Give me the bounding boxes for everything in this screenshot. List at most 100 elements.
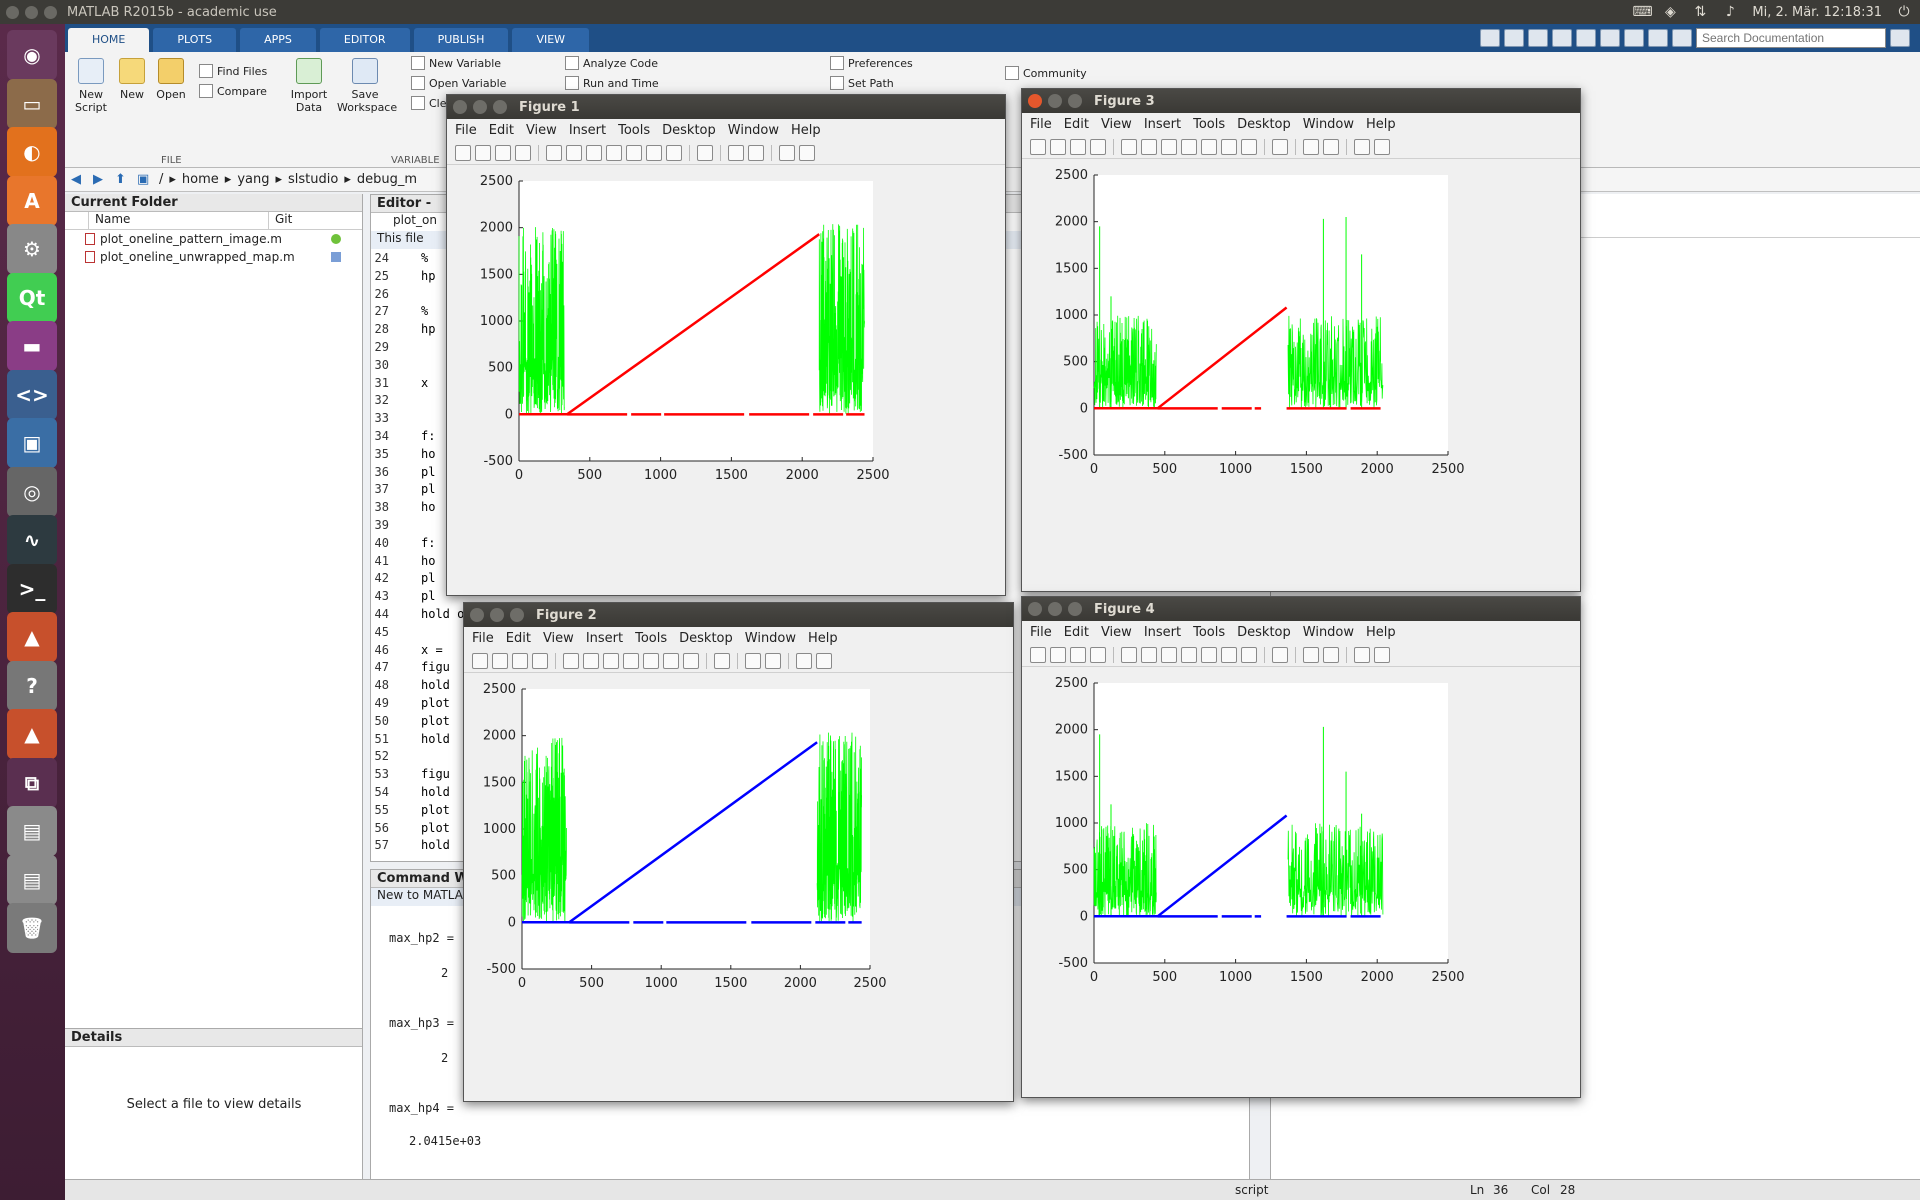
help-icon[interactable] (1672, 29, 1692, 47)
ubuntu-dash-icon[interactable]: ◉ (7, 30, 57, 80)
menu-help[interactable]: Help (1366, 116, 1396, 132)
open-icon[interactable] (1050, 646, 1066, 663)
code-line[interactable]: 25 hp (371, 269, 1919, 283)
save-workspace-button[interactable]: Save Workspace (337, 58, 397, 114)
figure-2-window[interactable]: Figure 2 File Edit View Insert Tools Desktop W… (463, 602, 1014, 1102)
menu-window[interactable]: Window (1302, 624, 1355, 640)
path-slstudio[interactable]: slstudio (288, 172, 339, 187)
data-cursor-icon[interactable] (646, 144, 662, 161)
menu-help[interactable]: Help (808, 630, 838, 646)
menu-desktop[interactable]: Desktop (662, 122, 716, 138)
code-line[interactable]: 46 x = (371, 643, 1919, 657)
undo-icon[interactable] (1600, 29, 1620, 47)
code-line[interactable]: 30 (371, 358, 1919, 372)
code-line[interactable]: 48 hold (371, 678, 1919, 692)
menu-tools[interactable]: Tools (618, 122, 651, 138)
code-line[interactable]: 34 f: (371, 429, 1919, 443)
legend-icon[interactable] (748, 144, 764, 161)
menu-edit[interactable]: Edit (488, 122, 514, 138)
drive-icon[interactable]: ▤ (7, 806, 57, 856)
cut-icon[interactable] (1528, 29, 1548, 47)
link-icon[interactable] (1272, 138, 1288, 155)
maximize-icon[interactable] (1068, 94, 1082, 108)
print-icon[interactable] (532, 652, 548, 669)
code-line[interactable]: 35 ho (371, 447, 1919, 461)
rotate-icon[interactable] (1201, 646, 1217, 663)
code-line[interactable]: 31 x (371, 376, 1919, 390)
hide-plot-tools-icon[interactable] (779, 144, 795, 161)
zoom-in-icon[interactable] (1141, 138, 1157, 155)
menu-view[interactable]: View (525, 122, 557, 138)
drive-icon-2[interactable]: ▤ (7, 854, 57, 905)
hide-plot-tools-icon[interactable] (1354, 646, 1370, 663)
menu-edit[interactable]: Edit (1063, 116, 1089, 132)
figure-4-titlebar[interactable]: Figure 4 (1022, 597, 1580, 621)
show-plot-tools-icon[interactable] (816, 652, 832, 669)
screenshot-icon[interactable]: ▣ (7, 418, 57, 468)
link-icon[interactable] (1272, 646, 1288, 663)
menu-tools[interactable]: Tools (1193, 116, 1226, 132)
print-icon[interactable] (515, 144, 531, 161)
new-figure-icon[interactable] (1030, 646, 1046, 663)
show-plot-tools-icon[interactable] (799, 144, 815, 161)
minimize-icon[interactable] (473, 100, 487, 114)
rotate-icon[interactable] (1201, 138, 1217, 155)
search-documentation-input[interactable] (1696, 28, 1886, 48)
qt-creator-icon[interactable]: Qt (7, 272, 57, 323)
code-line[interactable]: 54 hold (371, 785, 1919, 799)
new-button[interactable]: New (117, 58, 147, 101)
open-button[interactable]: Open (155, 58, 187, 101)
pan-icon[interactable] (606, 144, 622, 161)
minimize-window-icon[interactable] (25, 5, 38, 19)
figure-3-plot[interactable]: 0 500 1000 1500 2000 2500-5000500100015002000… (1022, 159, 1580, 591)
menu-desktop[interactable]: Desktop (679, 630, 733, 646)
data-cursor-icon[interactable] (1221, 646, 1237, 663)
code-line[interactable]: 37 pl (371, 482, 1919, 496)
figure-3-canvas[interactable]: 0 500 1000 1500 2000 2500 -500 0 500 1000 1500 2000… (1022, 159, 1580, 591)
open-icon[interactable] (475, 144, 491, 161)
menu-view[interactable]: View (542, 630, 574, 646)
tab-view[interactable]: VIEW (512, 28, 590, 52)
code-line[interactable]: 55 plot (371, 803, 1919, 817)
back-icon[interactable]: ◀ (71, 171, 81, 187)
save-icon[interactable] (495, 144, 511, 161)
close-icon[interactable] (1028, 602, 1042, 616)
zoom-out-icon[interactable] (1161, 646, 1177, 663)
code-line[interactable]: 27% (371, 304, 1919, 318)
data-cursor-icon[interactable] (1221, 138, 1237, 155)
tab-apps[interactable]: APPS (240, 28, 316, 52)
files-icon[interactable]: ▭ (7, 78, 57, 129)
pointer-icon[interactable] (546, 144, 562, 161)
find-files-button[interactable]: Find Files (199, 64, 267, 78)
show-plot-tools-icon[interactable] (1374, 646, 1390, 663)
code-line[interactable]: 52 (371, 749, 1919, 763)
maximize-window-icon[interactable] (44, 5, 57, 19)
menu-insert[interactable]: Insert (1143, 624, 1182, 640)
menu-view[interactable]: View (1100, 116, 1132, 132)
trash-icon[interactable]: 🗑 (7, 903, 57, 953)
figure-3-window[interactable]: Figure 3 File Edit View Insert Tools Desktop W… (1021, 88, 1581, 592)
path-root[interactable]: / (159, 172, 164, 187)
import-data-button[interactable]: Import Data (287, 58, 331, 114)
pan-icon[interactable] (623, 652, 639, 669)
power-icon[interactable]: ⏻ (1898, 4, 1910, 20)
code-line[interactable]: 38 ho (371, 500, 1919, 514)
maximize-icon[interactable] (510, 608, 524, 622)
menu-view[interactable]: View (1100, 624, 1132, 640)
maximize-icon[interactable] (493, 100, 507, 114)
menu-file[interactable]: File (1030, 624, 1052, 640)
colorbar-icon[interactable] (1303, 646, 1319, 663)
link-icon[interactable] (697, 144, 713, 161)
save-icon[interactable] (1504, 29, 1524, 47)
colorbar-icon[interactable] (745, 652, 761, 669)
minimize-icon[interactable] (490, 608, 504, 622)
figure-1-window[interactable]: Figure 1 File Edit View Insert Tools Desktop W… (446, 94, 1006, 596)
menu-insert[interactable]: Insert (1143, 116, 1182, 132)
menu-file[interactable]: File (1030, 116, 1052, 132)
zoom-in-icon[interactable] (583, 652, 599, 669)
brush-icon[interactable] (1241, 646, 1257, 663)
zoom-out-icon[interactable] (586, 144, 602, 161)
editor-tab[interactable]: plot_on (393, 213, 437, 227)
zoom-in-icon[interactable] (1141, 646, 1157, 663)
code-line[interactable]: 57 hold (371, 838, 1919, 852)
